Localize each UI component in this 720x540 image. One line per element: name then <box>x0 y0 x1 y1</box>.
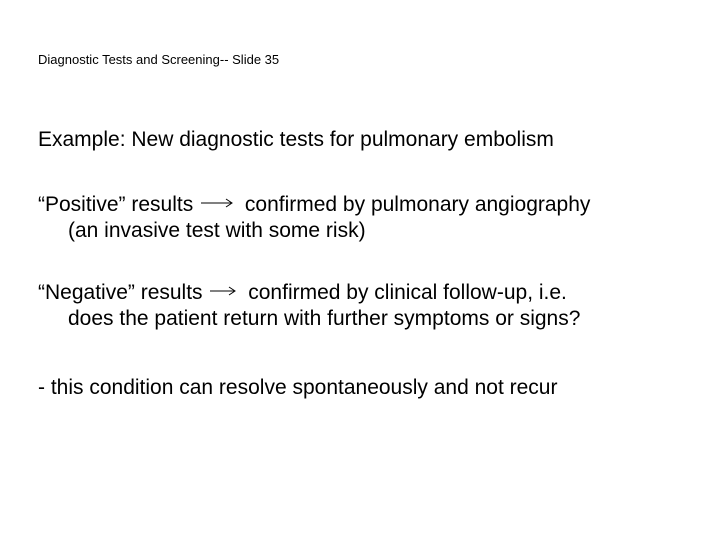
negative-lead: “Negative” results <box>38 281 203 304</box>
negative-block: “Negative” results confirmed by clinical… <box>38 280 678 333</box>
header-text: Diagnostic Tests and Screening-- Slide 3… <box>38 52 279 67</box>
note-block: - this condition can resolve spontaneous… <box>38 375 678 401</box>
slide-container: Diagnostic Tests and Screening-- Slide 3… <box>0 0 720 540</box>
positive-tail: confirmed by pulmonary angiography <box>245 193 591 216</box>
title-text: Example: New diagnostic tests for pulmon… <box>38 128 554 151</box>
negative-line2: does the patient return with further sym… <box>68 306 678 332</box>
arrow-icon <box>208 285 242 297</box>
arrow-icon <box>199 197 239 209</box>
positive-lead: “Positive” results <box>38 193 193 216</box>
positive-line2: (an invasive test with some risk) <box>68 218 678 244</box>
note-text: - this condition can resolve spontaneous… <box>38 376 557 399</box>
slide-header: Diagnostic Tests and Screening-- Slide 3… <box>38 52 279 67</box>
slide-title: Example: New diagnostic tests for pulmon… <box>38 128 554 152</box>
negative-tail: confirmed by clinical follow-up, i.e. <box>248 281 567 304</box>
positive-block: “Positive” results confirmed by pulmonar… <box>38 192 678 245</box>
